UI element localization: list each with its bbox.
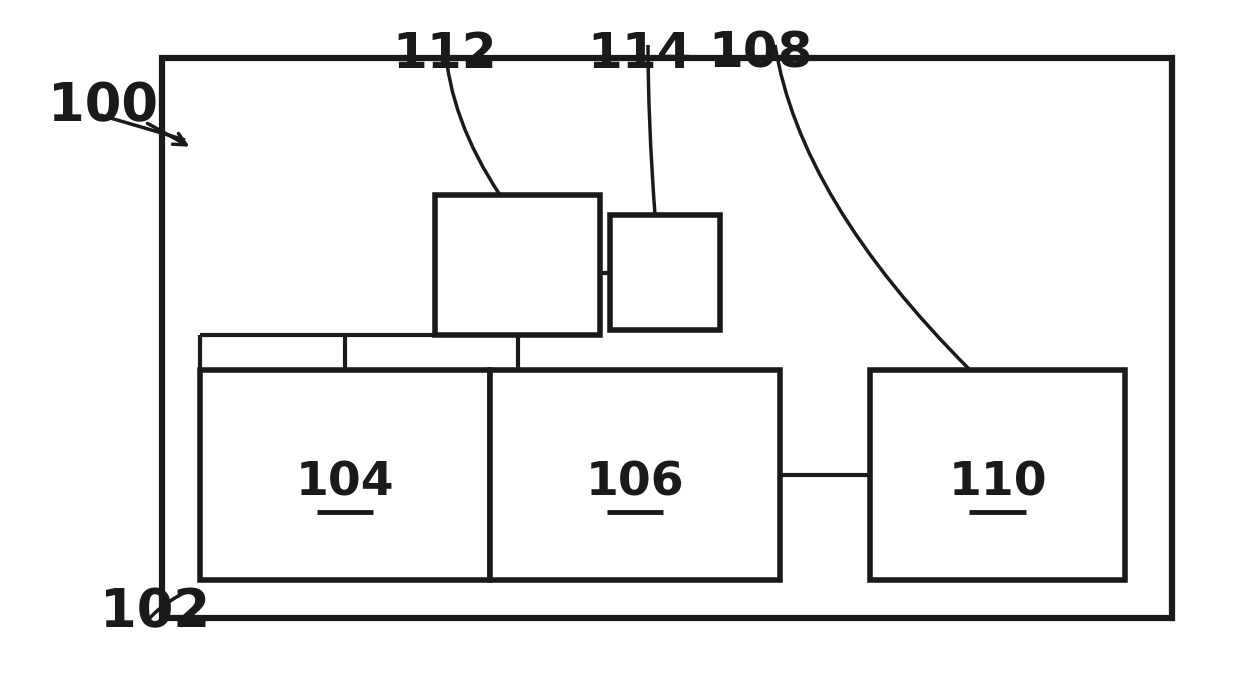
Text: 102: 102 [100,586,210,638]
Bar [435,195,600,335]
Bar [870,370,1125,580]
Text: 100: 100 [48,80,157,132]
Text: 104: 104 [295,460,394,505]
Bar [200,370,490,580]
Text: 106: 106 [585,460,684,505]
Text: 114: 114 [588,30,692,78]
Bar [162,58,1172,618]
Bar [610,215,720,330]
Text: 112: 112 [393,30,497,78]
Text: 110: 110 [949,460,1047,505]
Bar [490,370,780,580]
Text: 108: 108 [708,30,812,78]
